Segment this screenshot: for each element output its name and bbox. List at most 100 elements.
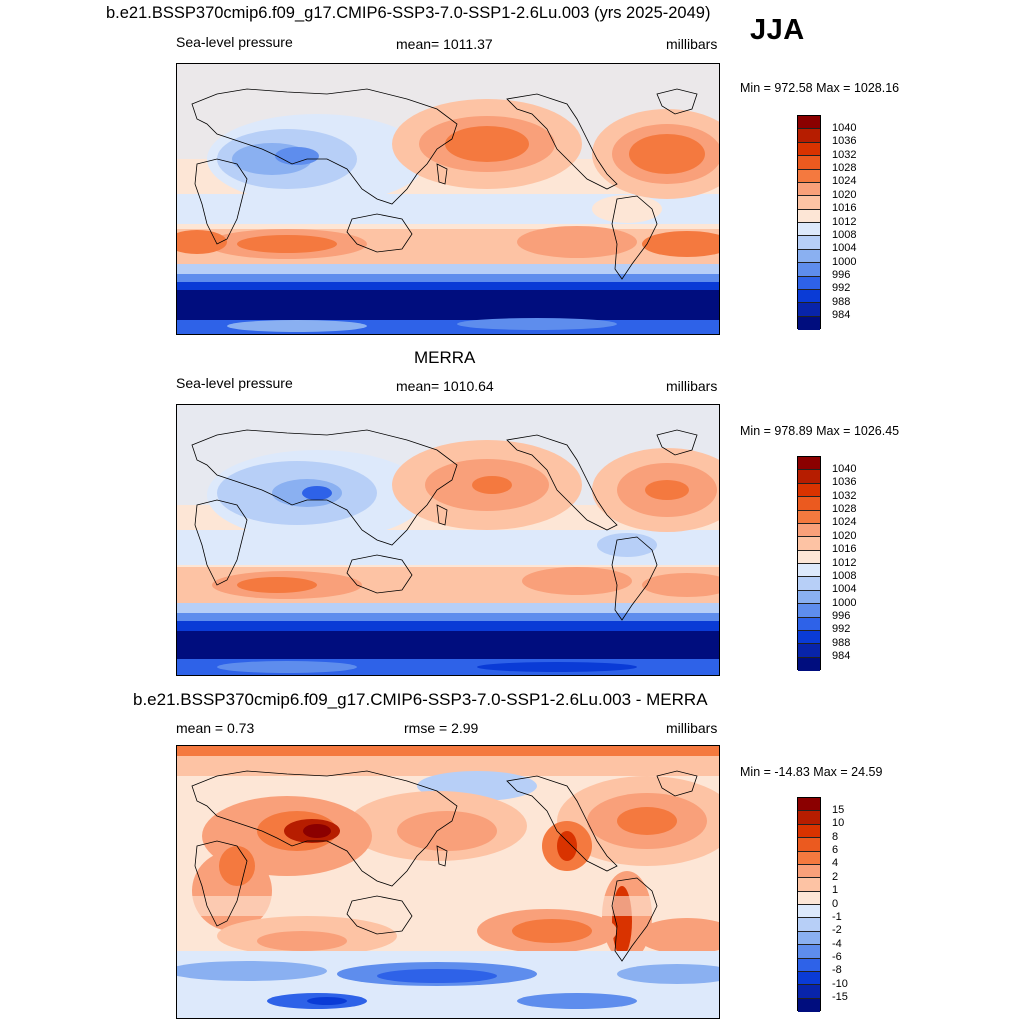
panel-diff-rmse-label: rmse = 2.99: [404, 720, 479, 736]
panel-obs-colorbar-tick-label: 1028: [832, 503, 857, 515]
panel-diff-colorbar-swatch: [798, 905, 820, 919]
panel-model-colorbar-swatch: [798, 169, 820, 183]
panel-obs-colorbar-tick-label: 1036: [832, 476, 857, 489]
panel-obs-colorbar-tick-label: 1040: [832, 462, 857, 475]
panel-obs-colorbar-swatch: [798, 604, 820, 618]
panel-model-colorbar-tick-label: 984: [832, 309, 851, 322]
panel-model-colorbar: [797, 115, 821, 330]
panel-model-colorbar-tick-label: 1020: [832, 188, 857, 201]
panel-obs-colorbar-swatch: [798, 550, 820, 564]
panel-model-colorbar-swatch: [798, 209, 820, 223]
panel-model-contour-svg: [177, 64, 719, 334]
panel-diff-colorbar-tick-label: -6: [832, 951, 842, 963]
panel-obs-colorbar-tick-label: 984: [832, 650, 851, 663]
panel-obs-variable-label: Sea-level pressure: [176, 375, 293, 391]
panel-obs-title: MERRA: [414, 348, 476, 367]
panel-model-colorbar-swatch: [798, 223, 820, 237]
panel-model-colorbar-tick-label: 992: [832, 282, 851, 295]
panel-diff-colorbar-swatch: [798, 958, 820, 972]
panel-obs-colorbar: [797, 456, 821, 671]
panel-diff-contour-svg: [177, 746, 719, 1018]
panel-diff-colorbar-tick-label: 4: [832, 857, 839, 870]
panel-obs-colorbar-tick-label: 1008: [832, 569, 857, 582]
panel-diff-colorbar-swatch: [798, 931, 820, 946]
panel-obs-colorbar-tick-label: 1024: [832, 516, 857, 529]
panel-diff-colorbar-tick-label: -10: [832, 977, 848, 990]
panel-model-colorbar-swatch: [798, 276, 820, 290]
panel-obs-colorbar-swatch: [798, 657, 820, 671]
panel-obs-colorbar-swatch: [798, 630, 820, 645]
panel-obs-colorbar-swatch: [798, 644, 820, 658]
panel-model-colorbar-swatch: [798, 182, 820, 197]
panel-diff-colorbar-swatch: [798, 878, 820, 892]
panel-diff-units-label: millibars: [666, 720, 718, 736]
panel-obs-units-label: millibars: [666, 378, 718, 394]
panel-obs-colorbar-tick-label: 988: [832, 636, 851, 649]
panel-diff-colorbar-swatch: [798, 824, 820, 839]
panel-model-colorbar-swatch: [798, 249, 820, 264]
panel-diff-colorbar-tick-label: -2: [832, 924, 842, 937]
panel-obs-mean-label: mean= 1010.64: [396, 378, 494, 394]
panel-obs-colorbar-tick-label: 1012: [832, 556, 857, 569]
panel-diff-colorbar-swatch: [798, 798, 820, 812]
panel-diff-colorbar-tick-label: -8: [832, 964, 842, 977]
panel-model-colorbar-tick-label: 1000: [832, 255, 857, 268]
panel-model-colorbar-swatch: [798, 289, 820, 304]
panel-obs-colorbar-swatch: [798, 483, 820, 498]
panel-diff-colorbar-swatch: [798, 864, 820, 879]
panel-diff-colorbar-tick-label: -15: [832, 991, 848, 1004]
panel-diff-colorbar-swatch: [798, 851, 820, 865]
panel-model-colorbar-tick-label: 1028: [832, 162, 857, 174]
panel-obs-colorbar-tick-label: 996: [832, 610, 851, 622]
panel-model-colorbar-swatch: [798, 129, 820, 143]
panel-model-colorbar-tick-label: 1032: [832, 148, 857, 161]
panel-diff-colorbar: [797, 797, 821, 1012]
panel-obs-colorbar-swatch: [798, 470, 820, 484]
panel-obs-colorbar-swatch: [798, 523, 820, 538]
panel-diff-colorbar-tick-label: 15: [832, 803, 845, 816]
panel-model-units-label: millibars: [666, 36, 718, 52]
panel-obs-colorbar-swatch: [798, 457, 820, 471]
panel-diff-colorbar-swatch: [798, 891, 820, 905]
panel-model-colorbar-swatch: [798, 116, 820, 130]
panel-model-colorbar-swatch: [798, 316, 820, 330]
panel-diff-mean-label: mean = 0.73: [176, 720, 255, 736]
panel-model-minmax-label: Min = 972.58 Max = 1028.16: [740, 81, 900, 95]
panel-obs-colorbar-tick-label: 1020: [832, 529, 857, 542]
panel-model-colorbar-tick-label: 1008: [832, 228, 857, 241]
panel-model-colorbar-swatch: [798, 142, 820, 157]
panel-obs-colorbar-tick-label: 992: [832, 623, 851, 636]
panel-diff-colorbar-tick-label: -1: [832, 910, 842, 923]
panel-model-colorbar-tick-label: 1036: [832, 135, 857, 148]
panel-obs-colorbar-swatch: [798, 510, 820, 524]
panel-model-colorbar-swatch: [798, 196, 820, 210]
panel-obs-colorbar-tick-label: 1032: [832, 489, 857, 502]
panel-model-colorbar-swatch: [798, 156, 820, 170]
panel-model-colorbar-tick-label: 1040: [832, 121, 857, 134]
panel-diff-minmax-label: Min = -14.83 Max = 24.59: [740, 765, 883, 779]
panel-model-colorbar-swatch: [798, 303, 820, 317]
panel-diff-colorbar-tick-label: -4: [832, 937, 842, 950]
panel-diff-colorbar-tick-label: 1: [832, 884, 839, 897]
panel-model-variable-label: Sea-level pressure: [176, 34, 293, 50]
panel-diff-title: b.e21.BSSP370cmip6.f09_g17.CMIP6-SSP3-7.…: [133, 690, 708, 709]
panel-obs-colorbar-tick-label: 1004: [832, 583, 857, 596]
panel-diff-colorbar-tick-label: 8: [832, 830, 839, 843]
panel-model-colorbar-tick-label: 1012: [832, 215, 857, 228]
panel-obs-colorbar-tick-label: 1000: [832, 596, 857, 609]
panel-diff-colorbar-swatch: [798, 971, 820, 986]
panel-diff-colorbar-tick-label: 0: [832, 897, 839, 910]
panel-model-colorbar-swatch: [798, 236, 820, 250]
panel-obs-colorbar-swatch: [798, 497, 820, 511]
panel-diff-colorbar-swatch: [798, 918, 820, 932]
panel-diff-colorbar-tick-label: 6: [832, 844, 839, 856]
season-label: JJA: [750, 14, 805, 46]
panel-obs-colorbar-swatch: [798, 590, 820, 605]
panel-obs-contour-svg: [177, 405, 719, 675]
panel-model-mean-label: mean= 1011.37: [396, 36, 493, 52]
panel-diff-colorbar-swatch: [798, 811, 820, 825]
panel-model-map: [176, 63, 720, 335]
panel-diff-colorbar-swatch: [798, 998, 820, 1012]
panel-model-colorbar-tick-label: 996: [832, 269, 851, 281]
